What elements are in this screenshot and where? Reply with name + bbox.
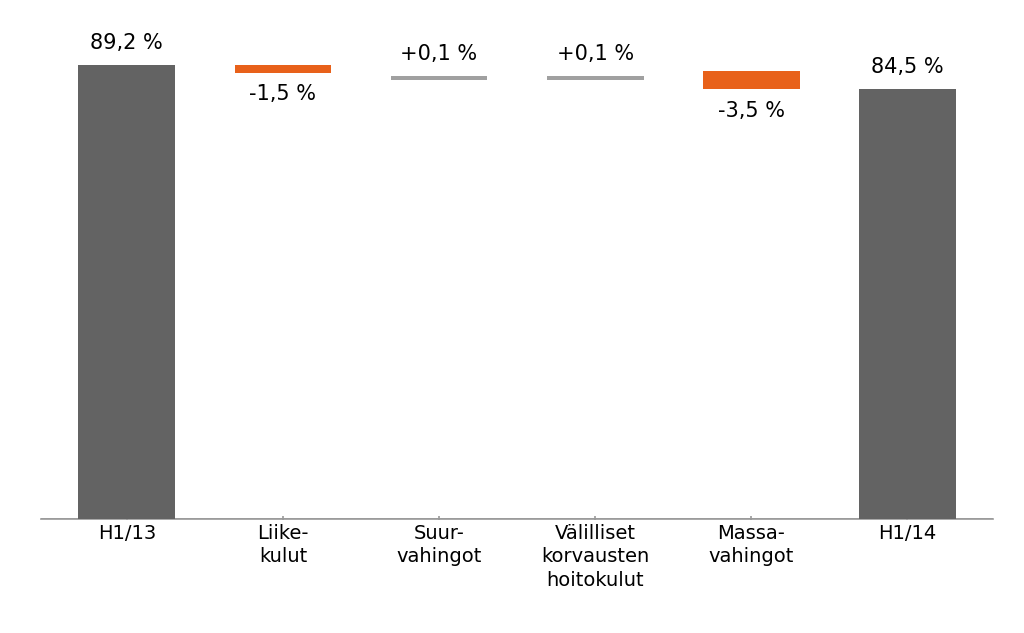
Bar — [391, 75, 487, 80]
Text: +0,1 %: +0,1 % — [557, 44, 634, 64]
Bar — [702, 71, 800, 89]
Bar — [547, 75, 643, 80]
Bar — [79, 65, 175, 519]
Bar — [859, 89, 955, 519]
Text: 84,5 %: 84,5 % — [871, 57, 944, 77]
Bar — [234, 65, 332, 73]
Text: -3,5 %: -3,5 % — [718, 101, 784, 120]
Text: -1,5 %: -1,5 % — [250, 84, 316, 104]
Text: 89,2 %: 89,2 % — [90, 33, 163, 53]
Text: +0,1 %: +0,1 % — [400, 44, 477, 64]
